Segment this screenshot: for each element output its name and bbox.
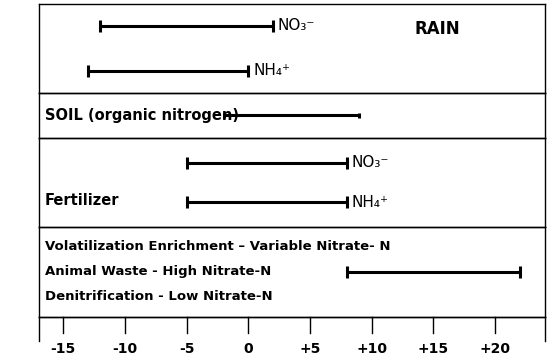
Text: Denitrification - Low Nitrate-N: Denitrification - Low Nitrate-N <box>45 290 272 303</box>
Text: NH₄⁺: NH₄⁺ <box>352 195 389 210</box>
Text: +10: +10 <box>356 342 387 356</box>
Text: Fertilizer: Fertilizer <box>45 193 119 208</box>
Text: +15: +15 <box>418 342 449 356</box>
Text: Volatilization Enrichment – Variable Nitrate- N: Volatilization Enrichment – Variable Nit… <box>45 240 390 253</box>
Text: +20: +20 <box>480 342 510 356</box>
Text: NO₃⁻: NO₃⁻ <box>352 155 389 170</box>
Text: -15: -15 <box>51 342 76 356</box>
Text: -5: -5 <box>179 342 194 356</box>
Text: NH₄⁺: NH₄⁺ <box>253 63 290 78</box>
Text: SOIL (organic nitrogen): SOIL (organic nitrogen) <box>45 108 239 123</box>
Text: RAIN: RAIN <box>415 20 460 38</box>
Text: 0: 0 <box>244 342 253 356</box>
Text: +5: +5 <box>299 342 321 356</box>
Text: NO₃⁻: NO₃⁻ <box>278 19 315 33</box>
Text: -10: -10 <box>112 342 138 356</box>
Text: Animal Waste - High Nitrate-N: Animal Waste - High Nitrate-N <box>45 265 271 278</box>
